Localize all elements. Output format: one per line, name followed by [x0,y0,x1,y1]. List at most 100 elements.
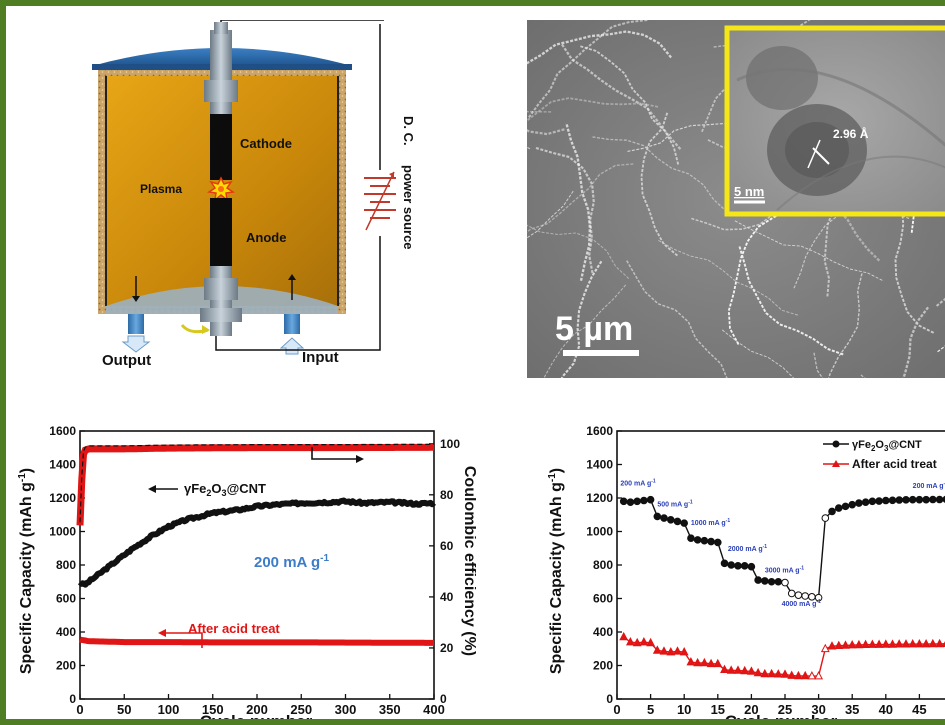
x-tick-label: 0 [76,702,83,717]
point-cnt [714,538,722,547]
x-tick-label: 150 [202,702,224,717]
x-tick-label: 50 [117,702,131,717]
point-acid [901,639,911,648]
point-cnt [875,497,883,505]
point-acid [713,658,723,668]
c1-series1-label: γFe2O3@CNT [184,481,266,498]
nanotube-strand [527,163,634,233]
rate-label: 2000 mA g-1 [728,544,767,553]
point-cnt [787,589,796,598]
point-cnt [774,577,783,586]
point-acid [908,639,918,648]
point-cnt [700,536,709,545]
y-tick-label: 1400 [49,458,76,472]
point-cnt [734,562,742,570]
x-tick-label: 250 [290,702,312,717]
rate-label: 200 mA g-1 [913,481,945,490]
point-cnt [673,517,682,526]
series-efficiency-line [76,443,434,526]
point-acid [921,639,931,648]
input-label: Input [302,349,339,366]
point-cnt [633,497,641,506]
y2-tick-label: 0 [440,692,447,706]
x-tick-label: 30 [811,702,825,717]
arrowhead-black [148,485,156,493]
point-acid [619,631,629,641]
cathode-electrode [210,114,232,180]
point-acid [874,639,884,648]
y-tick-label: 600 [593,592,613,606]
y-tick-label: 1200 [586,491,613,505]
point-cnt [808,593,816,601]
c1-annotation: 200 mA g-1 [254,553,329,571]
point-acid [780,669,790,678]
point-acid [914,639,924,648]
point-acid [753,667,763,677]
point-acid [720,664,729,673]
nanotube-strand [827,273,863,378]
y2-tick-label: 100 [440,437,460,451]
c1-ylabel: Specific Capacity (mAh g-1) [17,468,35,674]
point-cnt [740,562,749,570]
y-tick-label: 200 [56,659,76,673]
arrowhead-red [158,629,166,637]
point-cnt [666,515,675,524]
point-acid [666,647,676,656]
point-cnt [761,577,769,585]
point-cnt [929,495,937,504]
y-tick-label: 0 [69,692,76,706]
input-pipe [284,314,300,334]
hrtem-inset: 2.96 Å 5 nm [724,25,945,217]
point-acid [867,639,877,648]
point-cnt [626,498,635,506]
arrowhead-right [356,455,364,463]
cathode-label: Cathode [240,136,292,151]
point-cnt [646,495,655,504]
point-acid [639,637,649,646]
inset-border [724,25,945,217]
y-tick-label: 400 [56,625,76,639]
point-acid [881,639,891,648]
point-cnt [922,495,930,504]
point-cnt [861,498,870,506]
point-acid [841,640,850,649]
point-acid [652,645,662,654]
c2-ylabel: Specific Capacity (mAh g-1) [547,468,565,674]
x-tick-label: 350 [379,702,401,717]
point-acid [787,670,797,679]
series-efficiency-top [79,443,434,523]
point-cnt [888,496,897,505]
main-scale-bar [563,350,639,356]
point-cnt [935,495,944,504]
c2-legend: γFe2O3@CNT After acid treat [823,439,937,471]
point-acid [820,643,830,653]
nanotube-strand [590,136,728,213]
x-tick-label: 300 [335,702,357,717]
series-acid-line [79,636,434,646]
point-acid [693,657,703,667]
point-cnt [902,496,910,504]
point-cnt [828,507,836,516]
point-cnt [781,578,789,587]
rate-label: 3000 mA g-1 [765,566,804,575]
rate-label: 1000 mA g-1 [691,518,730,527]
point-acid [746,666,756,675]
y-tick-label: 800 [593,558,613,572]
power-source-label: power source [401,165,416,250]
point-acid [733,665,743,674]
point-cnt [619,497,628,506]
point-acid [699,657,709,667]
c1-y2label: Coulombic efficiency (%) [461,466,476,656]
nanotube-strand [689,200,843,231]
output-pipe [128,314,144,334]
nanotube-strand [543,284,627,378]
point-acid [706,658,716,668]
plasma-spark-icon [206,176,236,202]
c1-series2-label: After acid treat [188,621,280,636]
nanotube-strand [894,188,936,335]
point-acid [827,641,837,650]
nanotube-strand [527,97,659,122]
point-cnt [680,519,688,527]
y-tick-label: 600 [56,592,76,606]
series-acid-line [623,636,945,677]
